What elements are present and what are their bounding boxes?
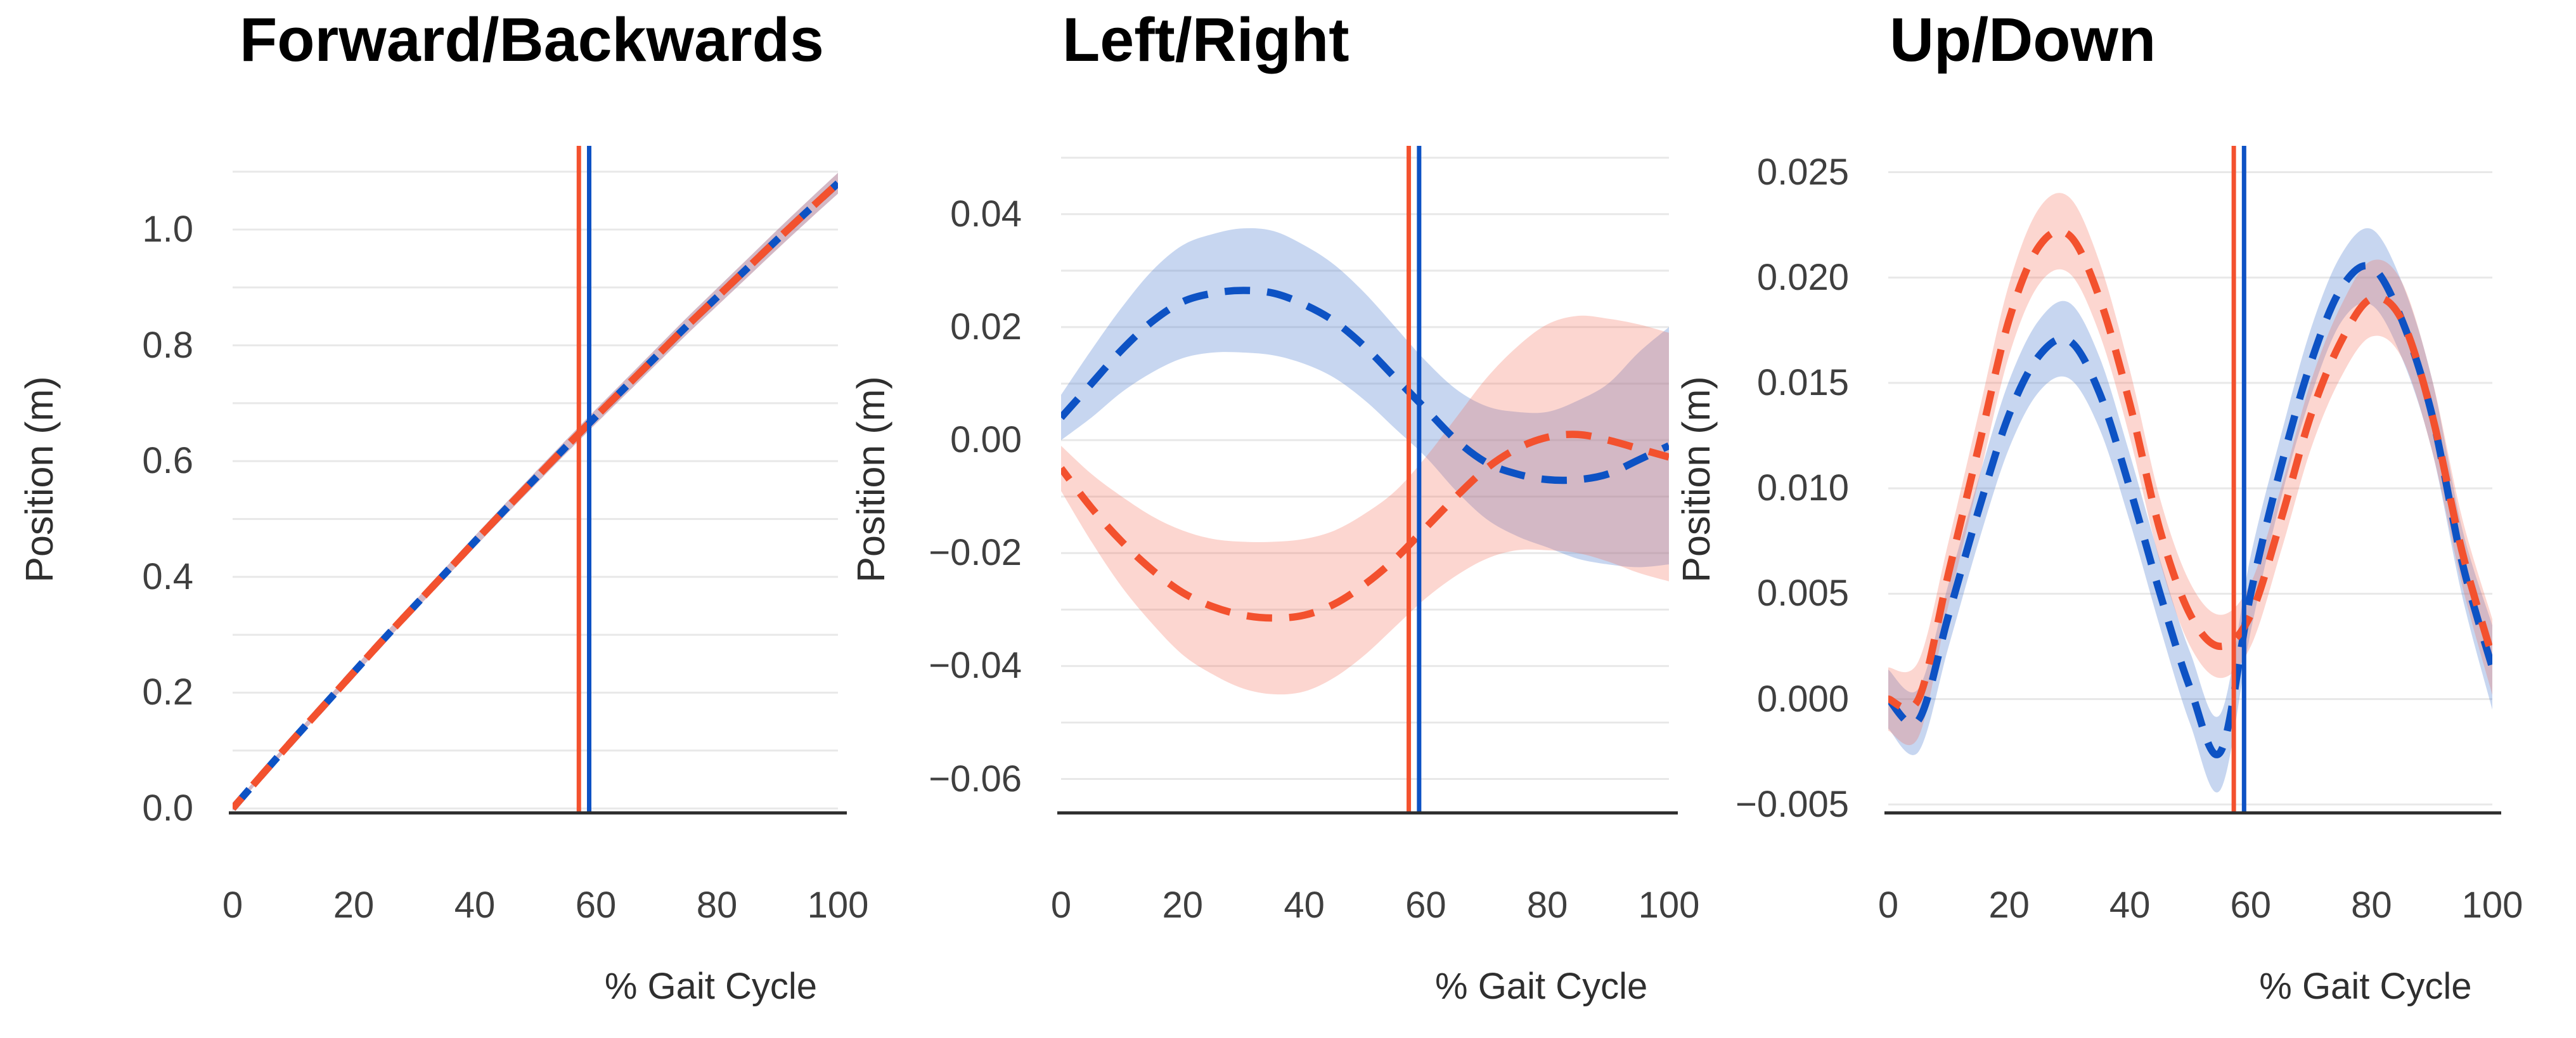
x-tick-label: 40: [1284, 885, 1325, 926]
x-tick-label: 0: [222, 885, 243, 926]
x-tick-label: 40: [2109, 885, 2151, 926]
y-tick-label: −0.005: [1735, 783, 1849, 825]
x-tick-label: 20: [1162, 885, 1204, 926]
x-tick-label: 20: [1988, 885, 2030, 926]
y-tick-label: 0.010: [1756, 467, 1849, 509]
x-tick-label: 20: [333, 885, 375, 926]
x-tick-label: 0: [1050, 885, 1072, 926]
blue-dashed-line: [1888, 262, 2492, 758]
x-tick-label: 40: [454, 885, 496, 926]
red-dashed-band: [1061, 315, 1669, 695]
blue-dashed-band: [1061, 228, 1669, 568]
red-dashed-line: [233, 180, 838, 811]
x-tick-label: 60: [1405, 885, 1446, 926]
y-tick-label: −0.04: [929, 645, 1022, 687]
y-tick-label: 0.00: [950, 419, 1022, 461]
y-tick-label: 0.2: [142, 671, 193, 713]
x-tick-label: 80: [696, 885, 738, 926]
x-tick-label: 0: [1877, 885, 1899, 926]
y-tick-label: 0.015: [1756, 361, 1849, 403]
y-tick-label: 0.8: [142, 324, 193, 366]
y-tick-label: 0.005: [1756, 573, 1849, 614]
x-tick-label: 100: [2461, 885, 2523, 926]
y-tick-label: −0.06: [929, 758, 1022, 800]
panel-title-forward-backwards: Forward/Backwards: [240, 5, 824, 74]
red-dashed-line: [1061, 431, 1669, 622]
x-axis-label: % Gait Cycle: [604, 966, 818, 1007]
panel-title-left-right: Left/Right: [1062, 5, 1349, 74]
x-tick-label: 100: [1638, 885, 1700, 926]
x-tick-label: 80: [2351, 885, 2392, 926]
y-tick-label: 0.4: [142, 555, 193, 597]
x-axis-label: % Gait Cycle: [1435, 966, 1648, 1007]
red-dashed-band: [233, 172, 838, 811]
x-tick-label: 100: [807, 885, 869, 926]
x-axis-label: % Gait Cycle: [2259, 966, 2472, 1007]
y-tick-label: 1.0: [142, 209, 193, 250]
y-tick-label: 0.020: [1756, 256, 1849, 298]
y-tick-label: 0.0: [142, 787, 193, 829]
red-dashed-band: [1888, 193, 2492, 746]
blue-dashed-band: [233, 172, 838, 811]
panel-title-up-down: Up/Down: [1890, 5, 2156, 74]
x-tick-label: 60: [575, 885, 617, 926]
red-dashed-line: [1888, 227, 2492, 712]
x-tick-label: 60: [2230, 885, 2272, 926]
y-tick-label: −0.02: [929, 532, 1022, 574]
blue-dashed-line: [1061, 287, 1669, 484]
y-tick-label: 0.6: [142, 440, 193, 482]
blue-dashed-band: [1888, 228, 2492, 793]
y-tick-label: 0.02: [950, 306, 1022, 347]
y-tick-label: 0.04: [950, 193, 1022, 235]
x-tick-label: 80: [1526, 885, 1568, 926]
y-tick-label: 0.000: [1756, 678, 1849, 720]
y-tick-label: 0.025: [1756, 151, 1849, 193]
